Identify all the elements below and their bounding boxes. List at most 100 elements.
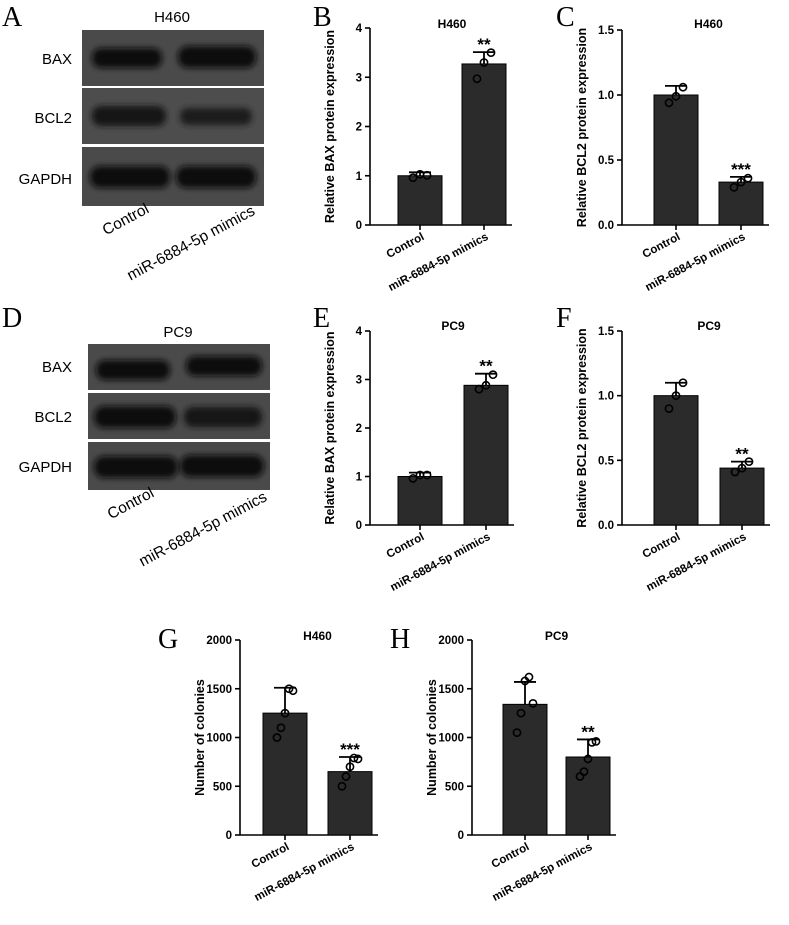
chart-title: H460 [303,629,332,643]
y-tick-label: 1.5 [598,326,615,338]
bar [653,94,699,226]
data-point [678,82,688,92]
data-point [729,182,739,192]
data-point [488,370,498,380]
data-point [743,173,753,183]
data-point [288,686,298,696]
y-tick-label: 1500 [206,684,232,696]
y-axis-label: Number of colonies [425,679,439,796]
y-axis-label: Relative BCL2 protein expression [575,328,589,527]
blot-lane-bax [88,344,270,390]
data-point [276,723,286,733]
data-point [422,170,432,180]
data-point [408,173,418,183]
blot-row-label-gapdh: GAPDH [19,171,72,188]
data-point [422,470,432,480]
chart-title: H460 [438,17,467,31]
panel-letter-h: H [390,624,410,655]
y-tick-label: 0 [458,830,464,842]
data-point [272,733,282,742]
data-point [730,467,740,477]
category-label: Control [641,531,683,561]
data-point [579,767,589,777]
chart-b: H460 0 1 2 3 4 Relative BAX protein expression… [323,17,512,294]
y-tick-label: 2000 [206,635,232,647]
blot-row-label-bax: BAX [42,51,72,68]
category-label: Control [385,531,427,561]
chart-title: PC9 [545,629,569,643]
y-tick-label: 1 [356,171,363,183]
bar [718,181,764,226]
data-point [583,754,593,764]
data-point [349,753,359,763]
y-tick-label: 0.0 [598,220,614,232]
bar [461,63,507,226]
bar [719,467,765,526]
blot-condition-control: Control [100,201,152,239]
significance-label: ** [581,722,595,741]
y-tick-label: 1.0 [598,90,614,102]
data-point [474,384,484,394]
blot-row-label-bcl2: BCL2 [34,409,72,426]
data-point [524,672,534,682]
panel-letter-e: E [313,303,330,334]
significance-label: *** [731,160,751,179]
category-label: Control [641,231,683,261]
y-tick-label: 1500 [438,684,464,696]
category-label: Control [490,841,532,871]
data-point [341,772,351,781]
data-point [479,58,489,67]
bar [463,384,509,526]
chart-g: H460 0 500 1000 1500 2000 Number of colonies Co… [193,629,378,904]
data-point [472,74,482,84]
bar-charts: H460 0 1 2 3 4 Relative BAX protein expression… [193,17,770,904]
blot-condition-mimics: miR-6884-5p mimics [136,488,270,570]
data-point [486,48,496,58]
y-tick-label: 2000 [438,635,464,647]
panel-letter-f: F [556,303,572,334]
data-point [353,754,363,764]
y-tick-label: 0.5 [598,455,615,467]
y-tick-label: 4 [356,23,363,35]
data-point [408,474,418,483]
y-tick-label: 3 [356,72,362,84]
western-blot-pc9: PC9 BAX BCL2 GAPDH Control miR-6884-5p m… [19,324,270,570]
significance-label: *** [340,740,360,759]
y-tick-label: 0.5 [598,155,615,167]
data-point [664,98,674,108]
bar [397,476,443,526]
blot-row-label-gapdh: GAPDH [19,459,72,476]
chart-title: PC9 [441,319,465,333]
y-tick-label: 500 [445,781,464,793]
chart-h: PC9 0 500 1000 1500 2000 Number of colonies Con… [425,629,616,904]
data-point [678,378,688,388]
y-tick-label: 1.5 [598,25,615,37]
blot-lane-bcl2 [82,88,264,144]
y-tick-label: 0 [356,520,362,532]
data-point [345,762,355,772]
y-tick-label: 0 [356,220,362,232]
blot-condition-control: Control [105,485,157,523]
chart-e: PC9 0 1 2 3 4 Relative BAX protein expression C… [323,319,514,594]
chart-title: H460 [694,17,723,31]
data-point [744,457,754,467]
y-tick-label: 0.0 [598,520,614,532]
data-point [516,708,526,718]
western-blot-h460: H460 BAX BCL2 GAPDH Control miR-6884-5p … [19,9,264,284]
bar [502,703,548,836]
y-tick-label: 1000 [438,733,464,745]
data-point [337,781,347,791]
blot-lane-gapdh [82,147,264,206]
data-point [587,737,597,747]
blot-lane-bax [82,30,264,86]
y-axis-label: Relative BAX protein expression [323,30,337,223]
data-point [591,737,601,746]
data-point [736,177,746,187]
y-tick-label: 0 [226,830,232,842]
y-axis-label: Number of colonies [193,679,207,796]
panel-letter-b: B [313,2,332,33]
blot-row-label-bax: BAX [42,359,72,376]
panel-letter-d: D [2,303,22,334]
data-point [671,91,681,101]
